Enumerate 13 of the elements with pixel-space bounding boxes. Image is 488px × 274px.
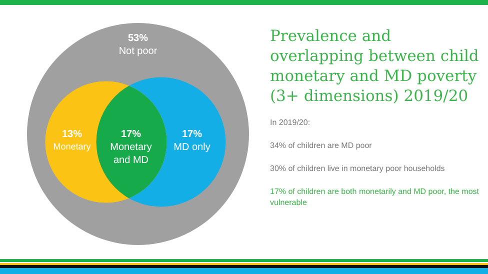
category-label: MD only [174,142,210,153]
category-label: Monetary and MD [110,142,152,166]
data-label: 17% [120,128,142,140]
text: 34% of children are MD poor [270,140,373,151]
text: 30% of children live in monetary poor households [270,163,446,174]
category-label: Not poor [118,46,158,57]
text: 17% of children are both monetarily and MD poor, the most vulnerable [270,186,480,208]
text: Prevalence and overlapping between child monetary and MD poverty (3+ dimensions) 2019/20 [270,26,480,106]
category-label: Monetary [53,141,92,152]
data-label: 53% [128,32,148,44]
data-label: 13% [62,128,82,140]
data-label: 17% [182,128,202,140]
text: In 2019/20: [270,117,312,128]
